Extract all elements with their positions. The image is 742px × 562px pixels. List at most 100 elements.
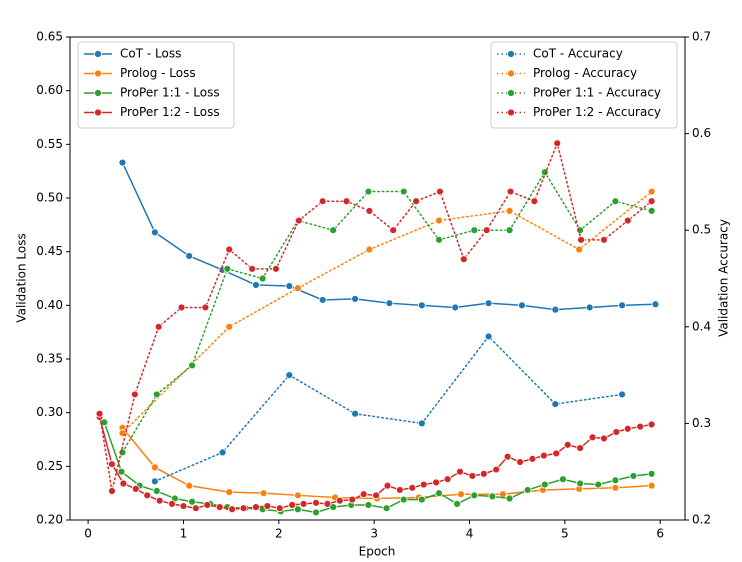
- data-point: [492, 465, 501, 474]
- data-point: [179, 502, 188, 510]
- data-point: [259, 489, 268, 498]
- data-point: [168, 499, 176, 508]
- data-point: [258, 274, 267, 283]
- data-point: [312, 508, 320, 517]
- x-tick-label: 0: [84, 527, 92, 541]
- data-point: [383, 481, 392, 490]
- data-point: [365, 206, 374, 215]
- data-point: [435, 489, 443, 498]
- y2-tick-label: 0.5: [692, 223, 711, 237]
- data-point: [203, 501, 212, 509]
- data-point: [118, 448, 127, 457]
- data-point: [239, 504, 248, 513]
- x-tick-label: 1: [180, 527, 188, 541]
- data-point: [335, 496, 344, 505]
- data-point: [623, 424, 632, 433]
- y2-axis-label: Validation Accuracy: [717, 219, 731, 337]
- legend-marker: [507, 50, 515, 58]
- data-point: [329, 226, 338, 235]
- y-tick-label: 0.45: [36, 244, 63, 258]
- y2-tick-label: 0.7: [692, 30, 711, 44]
- legend-label: ProPer 1:1 - Accuracy: [533, 86, 661, 100]
- data-point: [647, 197, 656, 206]
- y-tick-label: 0.35: [36, 352, 63, 366]
- data-point: [389, 226, 398, 235]
- data-point: [177, 303, 186, 312]
- legend-marker: [94, 89, 102, 97]
- data-point: [188, 361, 196, 370]
- data-point: [647, 469, 656, 478]
- data-point: [119, 479, 128, 488]
- data-point: [417, 495, 426, 504]
- data-point: [479, 469, 488, 478]
- x-tick-label: 5: [561, 527, 569, 541]
- data-point: [285, 371, 294, 380]
- x-tick-label: 3: [370, 527, 378, 541]
- data-point: [647, 481, 656, 490]
- legend-label: CoT - Accuracy: [533, 47, 623, 61]
- legend-label: ProPer 1:1 - Loss: [120, 86, 220, 100]
- y-tick-label: 0.20: [36, 513, 63, 527]
- data-point: [488, 492, 497, 501]
- data-point: [540, 480, 549, 489]
- legend-box: [490, 41, 678, 129]
- data-point: [299, 499, 308, 508]
- data-point: [647, 187, 656, 196]
- data-point: [252, 503, 260, 512]
- legend-label: CoT - Loss: [120, 47, 181, 61]
- data-point: [117, 467, 126, 476]
- series-line: [154, 335, 623, 483]
- y-tick-label: 0.60: [36, 83, 63, 97]
- data-point: [611, 197, 620, 206]
- data-point: [618, 390, 626, 399]
- data-point: [503, 452, 512, 461]
- data-point: [551, 305, 560, 314]
- data-point: [293, 284, 302, 293]
- legend-label: ProPer 1:2 - Loss: [120, 105, 220, 119]
- y2-tick-label: 0.4: [692, 319, 711, 333]
- legend: CoT - Accuracy Prolog - Accuracy ProPer 1:…: [490, 41, 678, 129]
- data-point: [419, 480, 428, 489]
- data-point: [585, 303, 594, 312]
- data-point: [600, 434, 608, 443]
- plot-frame: [69, 36, 686, 521]
- data-point: [484, 299, 493, 308]
- data-point: [191, 504, 200, 513]
- data-point: [252, 281, 260, 289]
- data-point: [636, 422, 645, 431]
- data-point: [293, 505, 302, 514]
- data-point: [577, 235, 585, 244]
- data-point: [155, 496, 164, 505]
- data-point: [408, 483, 417, 492]
- data-point: [223, 264, 232, 273]
- data-point: [651, 300, 660, 309]
- data-point: [359, 490, 368, 499]
- data-point: [150, 228, 159, 237]
- data-point: [559, 475, 567, 484]
- data-point: [228, 505, 236, 514]
- data-point: [576, 444, 585, 452]
- data-point: [647, 420, 656, 429]
- data-point: [294, 216, 303, 225]
- data-point: [351, 294, 359, 303]
- data-point: [150, 477, 159, 486]
- data-point: [523, 486, 532, 494]
- data-point: [130, 390, 139, 399]
- data-point: [225, 322, 234, 331]
- data-point: [456, 467, 464, 476]
- data-point: [372, 491, 380, 500]
- y2-tick-label: 0.2: [692, 513, 711, 527]
- data-point: [323, 499, 332, 508]
- x-axis-label: Epoch: [359, 545, 396, 559]
- data-point: [218, 448, 227, 457]
- data-point: [468, 472, 477, 480]
- x-tick-label: 2: [275, 527, 283, 541]
- data-point: [516, 458, 524, 466]
- data-point: [484, 332, 493, 341]
- y2-tick-label: 0.6: [692, 126, 711, 140]
- data-point: [118, 158, 127, 167]
- legend: CoT - Loss Prolog - Loss ProPer 1:1 - Loss…: [77, 41, 235, 129]
- data-point: [435, 235, 443, 244]
- data-point: [482, 226, 491, 235]
